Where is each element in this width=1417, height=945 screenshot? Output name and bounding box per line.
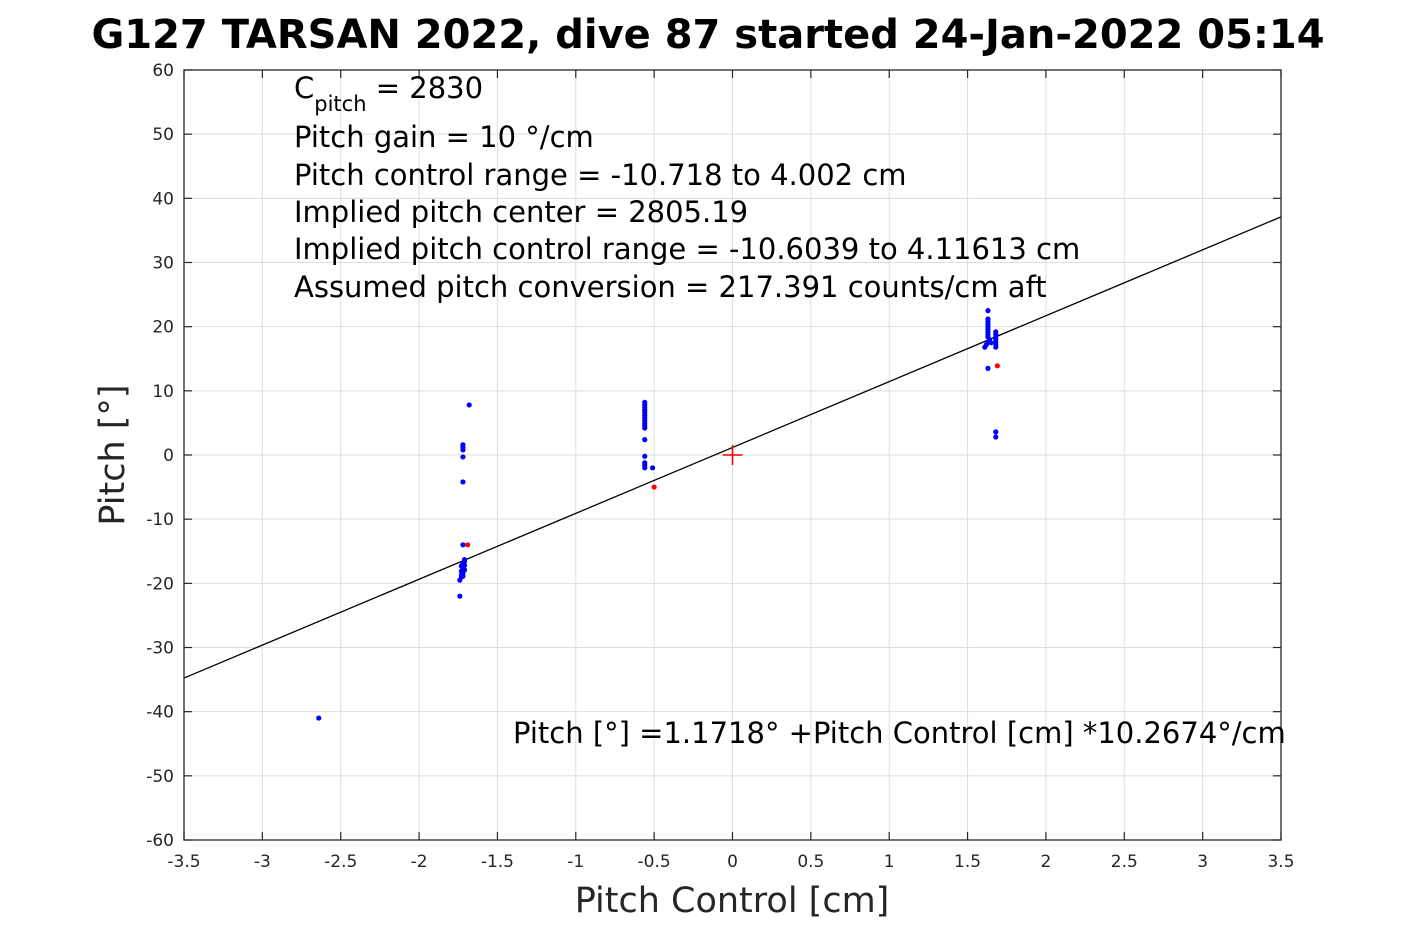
data-point bbox=[460, 454, 466, 460]
x-tick-label: -1.5 bbox=[481, 852, 514, 872]
pitch-gain-annotation: Pitch gain = 10 °/cm bbox=[294, 120, 594, 154]
x-tick-label: -3 bbox=[254, 852, 271, 872]
x-tick-label: 2.5 bbox=[1111, 852, 1138, 872]
x-tick-label: 3 bbox=[1197, 852, 1208, 872]
y-tick-label: 50 bbox=[152, 125, 174, 145]
data-point bbox=[985, 308, 991, 314]
data-point bbox=[642, 399, 648, 405]
grid-lines bbox=[183, 69, 1282, 841]
y-tick-label: -10 bbox=[146, 510, 174, 530]
data-point bbox=[458, 563, 464, 569]
data-point bbox=[988, 340, 994, 346]
origin-marker bbox=[722, 445, 743, 465]
data-point bbox=[460, 442, 466, 448]
x-tick-label: 0 bbox=[727, 852, 738, 872]
y-tick-label: 30 bbox=[152, 254, 174, 274]
x-tick-label: 0.5 bbox=[797, 852, 824, 872]
y-tick-label: -60 bbox=[146, 831, 174, 851]
y-axis-label: Pitch [°] bbox=[93, 384, 133, 525]
c-pitch-value: = 2830 bbox=[367, 71, 484, 105]
pitch-control-range-annotation: Pitch control range = -10.718 to 4.002 c… bbox=[294, 158, 907, 192]
x-tick-label: 3.5 bbox=[1267, 852, 1294, 872]
y-tick-label: -20 bbox=[146, 574, 174, 594]
implied-pitch-center-annotation: Implied pitch center = 2805.19 bbox=[294, 195, 748, 229]
data-point bbox=[994, 363, 1000, 369]
x-tick-label: 1 bbox=[884, 852, 895, 872]
x-tick-label: -3.5 bbox=[167, 852, 200, 872]
chart-title: G127 TARSAN 2022, dive 87 started 24-Jan… bbox=[91, 12, 1324, 58]
data-point bbox=[460, 542, 466, 548]
data-point bbox=[985, 365, 991, 371]
implied-pitch-control-range-annotation: Implied pitch control range = -10.6039 t… bbox=[294, 232, 1080, 266]
x-axis-label: Pitch Control [cm] bbox=[575, 881, 890, 921]
c-pitch-annotation: Cpitch = 2830 bbox=[294, 71, 483, 116]
data-point bbox=[466, 402, 472, 408]
data-point bbox=[993, 429, 999, 435]
data-point bbox=[316, 715, 322, 721]
y-tick-label: -50 bbox=[146, 767, 174, 787]
data-point bbox=[993, 434, 999, 440]
data-point bbox=[460, 479, 466, 485]
y-tick-label: 0 bbox=[163, 446, 174, 466]
data-point bbox=[985, 316, 991, 322]
x-tick-label: -0.5 bbox=[638, 852, 671, 872]
data-point bbox=[465, 542, 471, 548]
y-tick-label: -30 bbox=[146, 639, 174, 659]
y-axis-ticks: -60 -50 -40 -30 -20 -10 0 10 20 30 40 50 60 bbox=[146, 61, 1281, 851]
x-tick-label: 2 bbox=[1041, 852, 1052, 872]
y-tick-label: 60 bbox=[152, 61, 174, 81]
data-point bbox=[461, 556, 468, 563]
data-points bbox=[316, 308, 1000, 721]
x-tick-label: -2 bbox=[411, 852, 428, 872]
data-point bbox=[642, 437, 648, 443]
assumed-pitch-conversion-annotation: Assumed pitch conversion = 217.391 count… bbox=[294, 270, 1047, 304]
data-point bbox=[649, 465, 656, 471]
c-pitch-subscript: pitch bbox=[314, 92, 366, 116]
data-point bbox=[642, 460, 648, 466]
c-pitch-symbol: C bbox=[294, 71, 314, 105]
x-axis-ticks: -3.5 -3 -2.5 -2 -1.5 -1 -0.5 0 0.5 1 1.5 2 2.5 3 3.5 bbox=[167, 70, 1295, 872]
data-point bbox=[642, 453, 648, 459]
y-tick-label: 40 bbox=[152, 189, 174, 209]
data-point bbox=[457, 593, 463, 599]
x-tick-label: 1.5 bbox=[954, 852, 981, 872]
y-tick-label: 10 bbox=[152, 382, 174, 402]
data-point bbox=[461, 567, 468, 573]
x-tick-label: -2.5 bbox=[324, 852, 357, 872]
x-tick-label: -1 bbox=[567, 852, 584, 872]
fit-equation-annotation: Pitch [°] =1.1718° +Pitch Control [cm] *… bbox=[513, 716, 1286, 750]
data-point bbox=[651, 484, 657, 490]
y-tick-label: 20 bbox=[152, 318, 174, 338]
y-tick-label: -40 bbox=[146, 703, 174, 723]
data-point bbox=[993, 329, 999, 335]
data-point bbox=[460, 573, 466, 579]
